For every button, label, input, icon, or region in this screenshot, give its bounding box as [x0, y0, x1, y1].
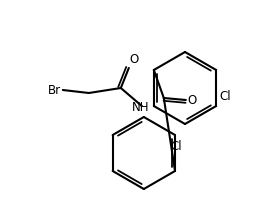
- Text: Cl: Cl: [170, 140, 182, 153]
- Text: Cl: Cl: [219, 90, 231, 103]
- Text: O: O: [188, 94, 197, 107]
- Text: Br: Br: [48, 83, 61, 97]
- Text: NH: NH: [132, 100, 150, 114]
- Text: O: O: [130, 53, 139, 66]
